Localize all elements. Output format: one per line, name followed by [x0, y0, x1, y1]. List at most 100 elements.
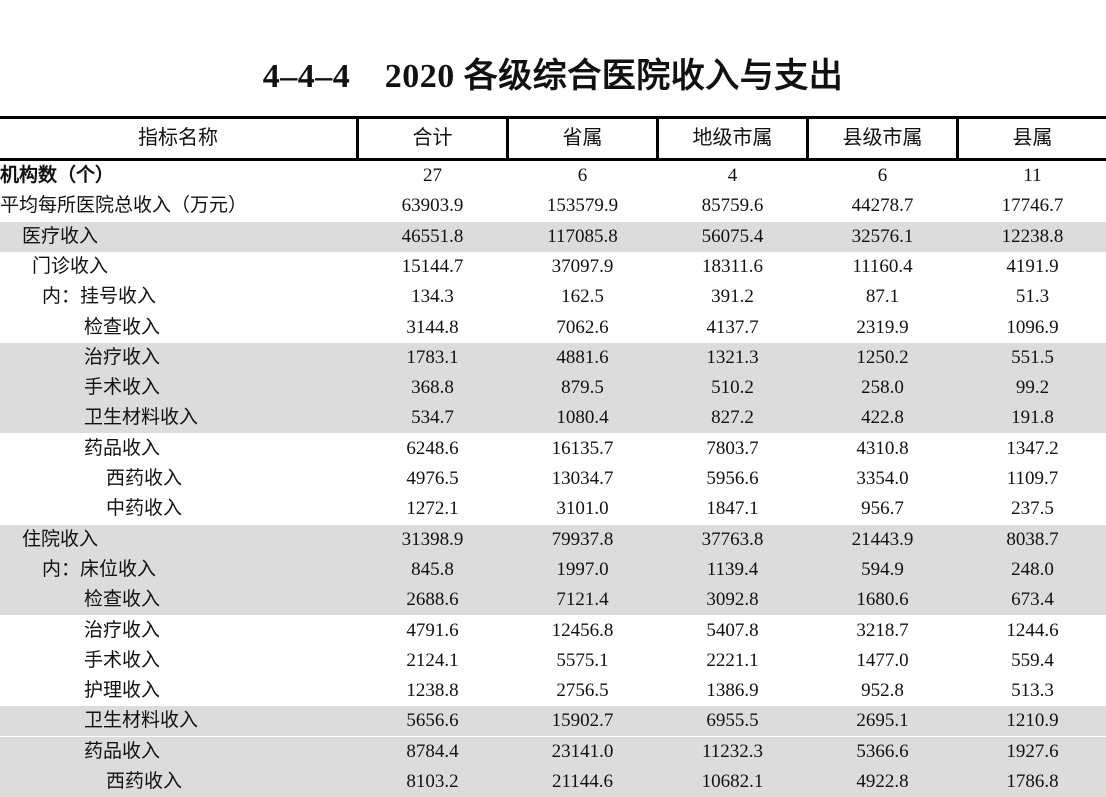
table-cell: 18311.6 — [701, 255, 764, 277]
table-cell: 79937.8 — [551, 528, 614, 550]
table-cell: 2221.1 — [706, 649, 759, 671]
row-label: 检查收入 — [84, 589, 161, 611]
table-cell: 11232.3 — [701, 740, 764, 762]
table-row: 卫生材料收入 5656.6 15902.7 6955.5 2695.1 1210.9 — [0, 706, 1106, 737]
table-cell: 1080.4 — [556, 407, 609, 429]
row-label: 住院收入 — [22, 528, 99, 550]
table-row: 平均每所医院总收入（万元） 63903.9 153579.9 85759.6 44278… — [0, 191, 1106, 221]
table-cell: 8784.4 — [406, 740, 459, 762]
table-cell: 2319.9 — [856, 316, 909, 338]
table-cell: 63903.9 — [401, 195, 464, 217]
table-cell: 2688.6 — [406, 589, 459, 611]
table-header-rule — [0, 158, 1106, 161]
table-cell: 368.8 — [411, 377, 454, 399]
table-cell: 5407.8 — [706, 619, 759, 641]
table-cell: 5366.6 — [856, 740, 909, 762]
table-cell: 3092.8 — [706, 589, 759, 611]
header-county: 县属 — [1012, 127, 1053, 149]
table-row: 检查收入 2688.6 7121.4 3092.8 1680.6 673.4 — [0, 585, 1106, 616]
table-row: 医疗收入 46551.8 117085.8 56075.4 32576.1 12238.8 — [0, 221, 1106, 252]
table-row: 手术收入 368.8 879.5 510.2 258.0 99.2 — [0, 373, 1106, 404]
table-cell: 1680.6 — [856, 589, 909, 611]
table-row: 卫生材料收入 534.7 1080.4 827.2 422.8 191.8 — [0, 403, 1106, 434]
table-cell: 1927.6 — [1006, 740, 1059, 762]
row-label: 卫生材料收入 — [84, 710, 199, 732]
table-cell: 4 — [727, 165, 738, 186]
table-row: 内：床位收入 845.8 1997.0 1139.4 594.9 248.0 — [0, 554, 1106, 585]
table-cell: 153579.9 — [546, 195, 619, 217]
table-cell: 1847.1 — [706, 498, 759, 520]
table-cell: 7121.4 — [556, 589, 609, 611]
table-cell: 46551.8 — [401, 225, 464, 247]
table-cell: 7803.7 — [706, 437, 759, 459]
table-cell: 31398.9 — [401, 528, 464, 550]
table-row: 内：挂号收入 134.3 162.5 391.2 87.1 51.3 — [0, 282, 1106, 312]
table-cell: 1250.2 — [856, 346, 909, 368]
table-cell: 37097.9 — [551, 255, 614, 277]
table-cell: 1096.9 — [1006, 316, 1059, 338]
table-cell: 513.3 — [1011, 680, 1054, 702]
table-row: 门诊收入 15144.7 37097.9 18311.6 11160.4 4191.9 — [0, 252, 1106, 282]
table-cell: 56075.4 — [701, 225, 764, 247]
table-cell: 3218.7 — [856, 619, 909, 641]
table-cell: 673.4 — [1011, 589, 1054, 611]
table-cell: 13034.7 — [551, 468, 614, 489]
table-cell: 845.8 — [411, 558, 454, 580]
table-cell: 3144.8 — [406, 316, 459, 338]
table-cell: 1347.2 — [1006, 437, 1059, 459]
row-label: 卫生材料收入 — [84, 407, 199, 429]
table-cell: 117085.8 — [547, 225, 618, 247]
table-cell: 2695.1 — [856, 710, 909, 732]
table-top-rule — [0, 116, 1106, 119]
table-cell: 6248.6 — [406, 437, 459, 459]
table-cell: 17746.7 — [1001, 195, 1064, 217]
table-cell: 23141.0 — [551, 740, 614, 762]
table-cell: 6 — [577, 165, 588, 186]
row-label: 治疗收入 — [84, 619, 161, 641]
table-cell: 8103.2 — [406, 771, 459, 792]
table-cell: 4881.6 — [556, 346, 609, 368]
row-label: 西药收入 — [106, 468, 183, 489]
table-cell: 1477.0 — [856, 649, 909, 671]
table-cell: 10682.1 — [701, 771, 764, 792]
table-cell: 4137.7 — [706, 316, 759, 338]
header-provincial: 省属 — [562, 127, 603, 149]
table-cell: 594.9 — [861, 558, 904, 580]
table-cell: 4310.8 — [856, 437, 909, 459]
table-cell: 1272.1 — [406, 498, 459, 520]
table-cell: 3354.0 — [856, 468, 909, 489]
table-row: 住院收入 31398.9 79937.8 37763.8 21443.9 8038.7 — [0, 524, 1106, 555]
column-divider — [356, 119, 359, 158]
row-label: 医疗收入 — [22, 225, 99, 247]
table-cell: 1238.8 — [406, 680, 459, 702]
table-cell: 956.7 — [861, 498, 904, 520]
table-cell: 237.5 — [1011, 498, 1054, 520]
row-label: 护理收入 — [84, 680, 161, 702]
table-row: 西药收入 8103.2 21144.6 10682.1 4922.8 1786.8 — [0, 767, 1106, 797]
table-cell: 1786.8 — [1006, 771, 1059, 792]
table-cell: 15144.7 — [401, 255, 464, 277]
page-title: 4–4–4 2020 各级综合医院收入与支出 — [262, 58, 844, 95]
column-divider — [506, 119, 509, 158]
table-cell: 5575.1 — [556, 649, 609, 671]
table-cell: 16135.7 — [551, 437, 614, 459]
table-cell: 4791.6 — [406, 619, 459, 641]
table-cell: 8038.7 — [1006, 528, 1059, 550]
row-label: 门诊收入 — [32, 255, 109, 277]
header-indicator-name: 指标名称 — [138, 127, 218, 149]
table-cell: 44278.7 — [851, 195, 914, 217]
table-cell: 191.8 — [1011, 407, 1054, 429]
header-county-city: 县级市属 — [842, 127, 923, 149]
table-row: 西药收入 4976.5 13034.7 5956.6 3354.0 1109.7 — [0, 464, 1106, 494]
table-cell: 6955.5 — [706, 710, 759, 732]
column-divider — [656, 119, 659, 158]
table-cell: 11160.4 — [852, 255, 913, 277]
table-row: 检查收入 3144.8 7062.6 4137.7 2319.9 1096.9 — [0, 313, 1106, 343]
table-cell: 1321.3 — [706, 346, 759, 368]
table-cell: 5656.6 — [406, 710, 459, 732]
table-row: 治疗收入 1783.1 4881.6 1321.3 1250.2 551.5 — [0, 342, 1106, 373]
table-cell: 4976.5 — [406, 468, 459, 489]
table-cell: 21443.9 — [851, 528, 914, 550]
table-header: 指标名称 合计 省属 地级市属 县级市属 县属 — [0, 119, 1106, 158]
row-label: 机构数（个） — [0, 165, 115, 186]
